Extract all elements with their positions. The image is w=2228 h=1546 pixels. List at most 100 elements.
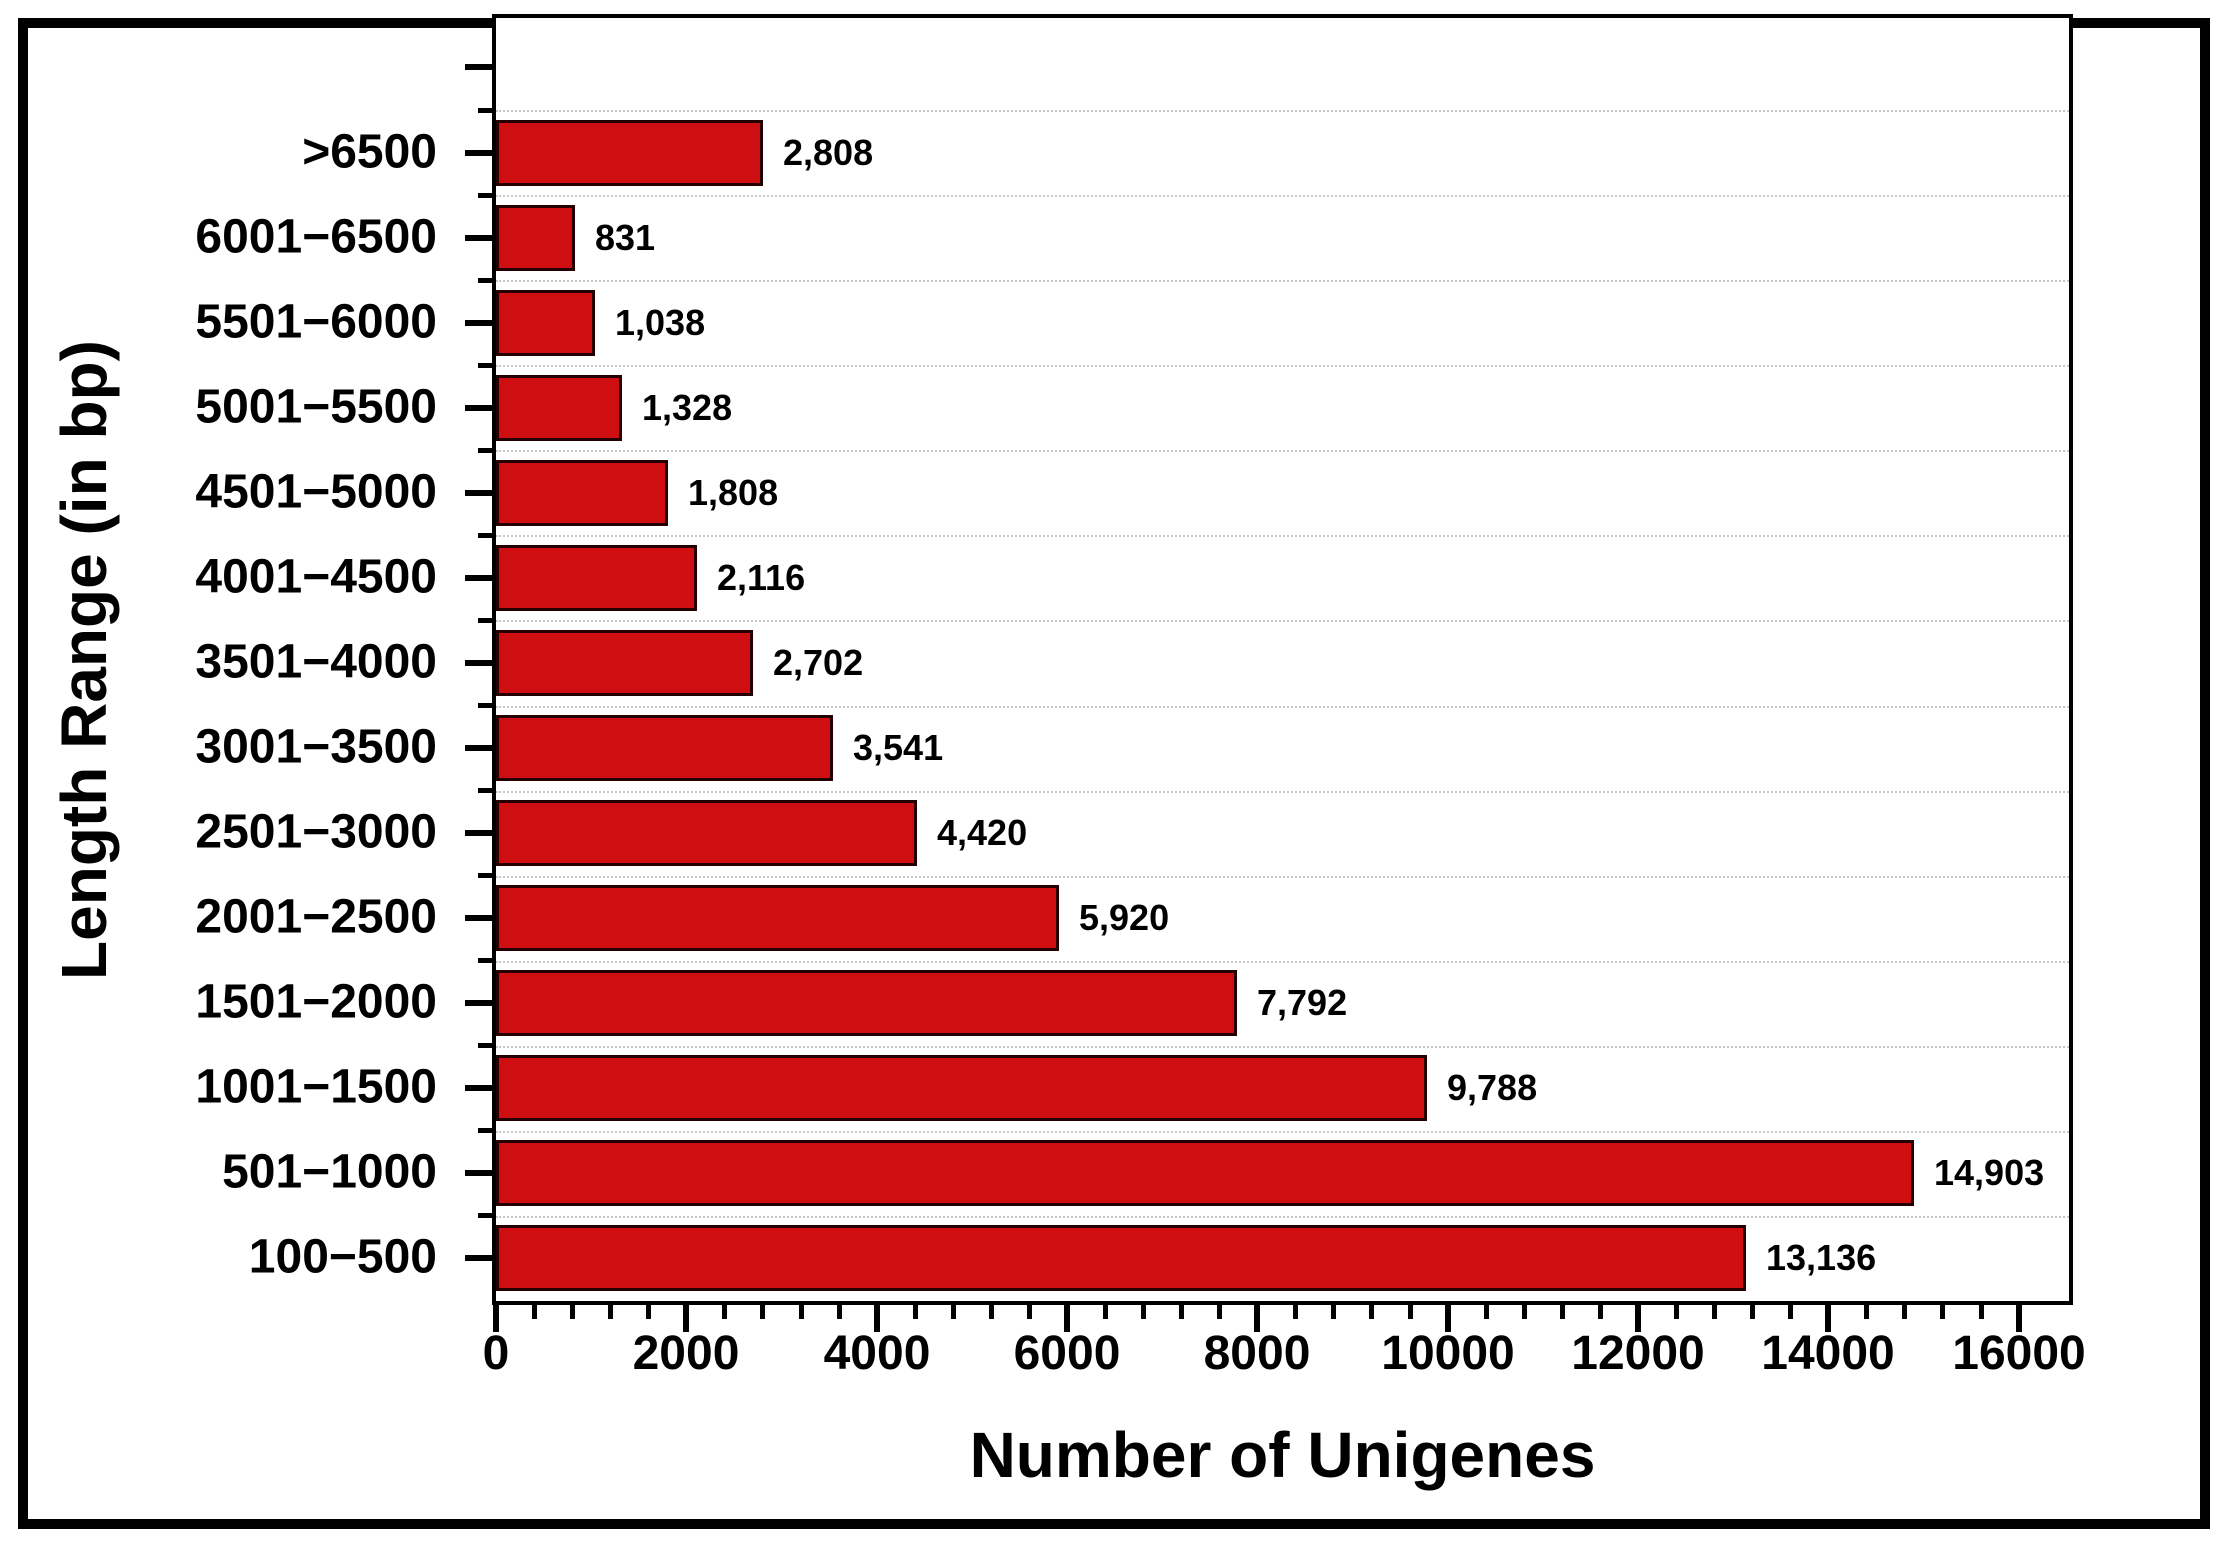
category-label: 6001−6500 <box>195 210 437 264</box>
bar-value-label: 1,328 <box>642 387 733 428</box>
y-axis-minor-tick <box>478 703 492 708</box>
x-axis-minor-tick <box>1483 1305 1489 1319</box>
gridline <box>496 110 2069 112</box>
plot-area: 2,808 831 1,038 1,328 1,808 2,116 2,702 3,541 4,… <box>492 14 2073 1305</box>
bar-value-label: 2,116 <box>717 557 806 598</box>
bar-1501−2000 <box>496 970 1237 1036</box>
gridline <box>496 1216 2069 1218</box>
x-axis-minor-tick <box>1901 1305 1907 1319</box>
bar-value-label: 2,808 <box>783 132 874 173</box>
x-axis-major-tick <box>1254 1305 1260 1332</box>
category-label: 5501−6000 <box>195 295 437 349</box>
x-axis-major-tick <box>1825 1305 1831 1332</box>
y-axis-minor-tick <box>478 873 492 878</box>
y-axis-major-tick <box>465 1255 492 1261</box>
category-label: 4001−4500 <box>195 550 437 604</box>
y-axis-major-tick <box>465 915 492 921</box>
bar-4501−5000 <box>496 460 668 526</box>
bar-3001−3500 <box>496 715 833 781</box>
bar-value-label: 14,903 <box>1934 1152 2045 1193</box>
y-axis-minor-tick <box>478 618 492 623</box>
y-axis-minor-tick <box>478 958 492 963</box>
bar-value-label: 7,792 <box>1257 982 1348 1023</box>
y-axis-major-tick <box>465 660 492 666</box>
x-tick-label: 2000 <box>632 1327 740 1380</box>
category-label: >6500 <box>302 125 437 179</box>
x-axis-minor-tick <box>1216 1305 1222 1319</box>
x-tick-label: 14000 <box>1761 1327 1895 1380</box>
x-axis-minor-tick <box>1330 1305 1336 1319</box>
y-axis-minor-tick <box>478 788 492 793</box>
y-axis-major-tick <box>465 405 492 411</box>
bar-1001−1500 <box>496 1055 1427 1121</box>
x-axis-minor-tick <box>1178 1305 1184 1319</box>
bar-100−500 <box>496 1225 1746 1291</box>
gridline <box>496 450 2069 452</box>
bar-501−1000 <box>496 1140 1914 1206</box>
gridline <box>496 876 2069 878</box>
x-axis-major-tick <box>1064 1305 1070 1332</box>
bar-3501−4000 <box>496 630 753 696</box>
x-tick-label: 6000 <box>1013 1327 1121 1380</box>
bar-value-label: 1,038 <box>615 302 706 343</box>
bar-value-label: 1,808 <box>688 472 779 513</box>
bar-value-label: 4,420 <box>937 812 1028 853</box>
y-axis-minor-tick <box>478 278 492 283</box>
y-axis-minor-tick <box>478 108 492 113</box>
x-axis-minor-tick <box>1939 1305 1945 1319</box>
x-axis-major-tick <box>2016 1305 2022 1332</box>
y-axis-major-tick <box>465 320 492 326</box>
y-axis-major-tick <box>465 235 492 241</box>
x-axis-minor-tick <box>1787 1305 1793 1319</box>
y-axis-minor-tick <box>478 363 492 368</box>
bar-2001−2500 <box>496 885 1059 951</box>
x-axis-minor-tick <box>1292 1305 1298 1319</box>
category-label: 3501−4000 <box>195 635 437 689</box>
y-axis-major-tick <box>465 490 492 496</box>
y-axis-minor-tick <box>478 1213 492 1218</box>
gridline <box>496 706 2069 708</box>
y-axis-major-tick <box>465 1000 492 1006</box>
x-tick-label: 16000 <box>1952 1327 2086 1380</box>
gridline <box>496 1046 2069 1048</box>
x-axis-minor-tick <box>798 1305 804 1319</box>
y-axis-major-tick <box>465 1085 492 1091</box>
x-axis-minor-tick <box>1863 1305 1869 1319</box>
bar-4001−4500 <box>496 545 697 611</box>
gridline <box>496 791 2069 793</box>
bar-value-label: 2,702 <box>773 642 864 683</box>
bar-5501−6000 <box>496 290 595 356</box>
y-axis-major-tick <box>465 575 492 581</box>
x-axis-minor-tick <box>1749 1305 1755 1319</box>
category-label: 1001−1500 <box>195 1060 437 1114</box>
x-axis-minor-tick <box>1368 1305 1374 1319</box>
category-label: 5001−5500 <box>195 380 437 434</box>
gridline <box>496 195 2069 197</box>
bar->6500 <box>496 120 763 186</box>
y-axis-minor-tick <box>478 533 492 538</box>
bar-value-label: 9,788 <box>1447 1067 1538 1108</box>
category-label: 100−500 <box>248 1230 437 1284</box>
y-axis-major-tick <box>465 1170 492 1176</box>
y-axis-major-tick <box>465 64 492 70</box>
x-axis-minor-tick <box>645 1305 651 1319</box>
x-axis-title: Number of Unigenes <box>969 1419 1596 1491</box>
x-tick-label: 8000 <box>1203 1327 1311 1380</box>
x-axis-minor-tick <box>1407 1305 1413 1319</box>
x-axis-minor-tick <box>950 1305 956 1319</box>
y-axis-major-tick <box>465 745 492 751</box>
x-axis-major-tick <box>1445 1305 1451 1332</box>
y-axis-minor-tick <box>478 1043 492 1048</box>
bar-5001−5500 <box>496 375 622 441</box>
bar-value-label: 13,136 <box>1766 1237 1877 1278</box>
y-axis-major-tick <box>465 150 492 156</box>
x-axis-major-tick <box>1635 1305 1641 1332</box>
bar-value-label: 831 <box>595 217 656 258</box>
x-tick-label: 10000 <box>1381 1327 1515 1380</box>
x-axis-minor-tick <box>1978 1305 1984 1319</box>
x-tick-label: 12000 <box>1571 1327 1705 1380</box>
x-axis-minor-tick <box>1026 1305 1032 1319</box>
gridline <box>496 1131 2069 1133</box>
x-axis-minor-tick <box>531 1305 537 1319</box>
x-axis-minor-tick <box>1673 1305 1679 1319</box>
